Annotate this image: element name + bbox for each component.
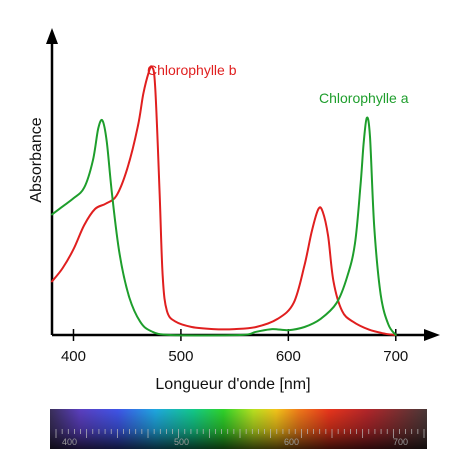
y-axis-arrow: [46, 28, 58, 44]
series-line-chlorophylle-a: [51, 116, 397, 337]
spectrum-shade: [50, 409, 427, 449]
x-tick-label-600: 600: [276, 348, 301, 365]
series-line-chlorophylle-b: [51, 65, 397, 336]
spectrum-label-500: 500: [174, 437, 189, 447]
series-label-chlorophylle-b: Chlorophylle b: [147, 62, 237, 78]
x-tick-label-500: 500: [168, 348, 193, 365]
spectrum-label-600: 600: [284, 437, 299, 447]
series-label-chlorophylle-a: Chlorophylle a: [319, 90, 409, 106]
x-tick-label-400: 400: [61, 348, 86, 365]
x-axis-label: Longueur d'onde [nm]: [155, 376, 310, 393]
spectrum-bar: 400 500 600 700: [50, 409, 427, 449]
spectrum-ruler: [55, 429, 425, 438]
spectrum-label-700: 700: [393, 437, 408, 447]
x-axis-arrow: [424, 329, 440, 341]
x-tick-label-700: 700: [383, 348, 408, 365]
y-axis-label: Absorbance: [28, 117, 45, 202]
spectrum-label-400: 400: [62, 437, 77, 447]
